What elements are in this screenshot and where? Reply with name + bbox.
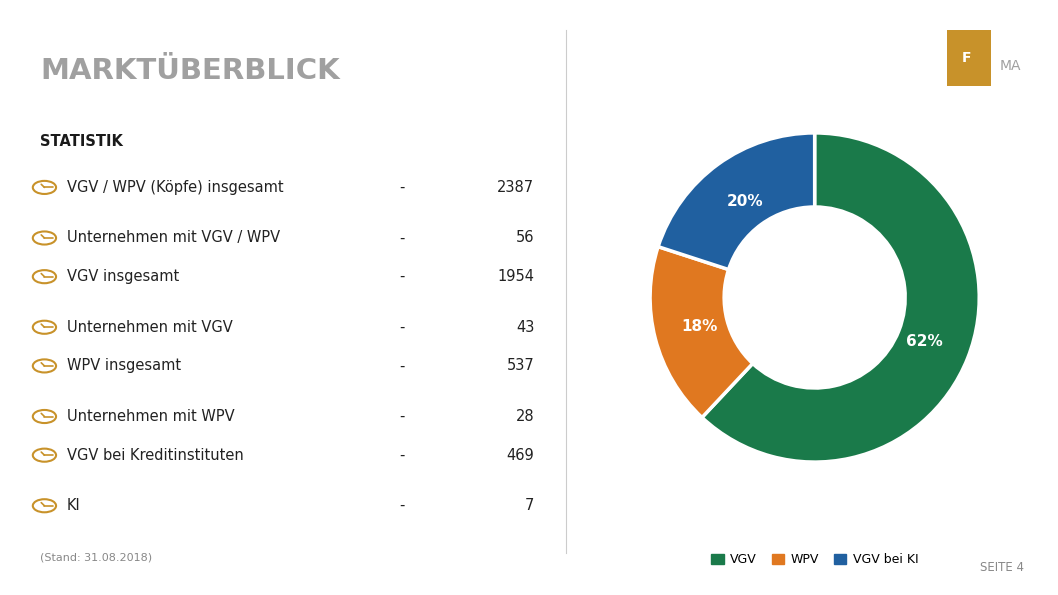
Text: -: - — [399, 358, 405, 374]
Text: 20%: 20% — [727, 194, 763, 209]
Wedge shape — [703, 133, 980, 462]
Text: 1954: 1954 — [497, 269, 534, 284]
Wedge shape — [650, 247, 752, 418]
Text: -: - — [399, 498, 405, 513]
Text: F: F — [962, 51, 971, 65]
Text: 469: 469 — [507, 447, 534, 463]
Text: 2387: 2387 — [497, 180, 534, 195]
Text: Unternehmen mit WPV: Unternehmen mit WPV — [67, 409, 234, 424]
Text: MA: MA — [1000, 60, 1021, 74]
Text: WPV insgesamt: WPV insgesamt — [67, 358, 181, 374]
Text: -: - — [399, 180, 405, 195]
Text: 43: 43 — [516, 320, 534, 335]
Text: MARKTÜBERBLICK: MARKTÜBERBLICK — [40, 57, 340, 84]
Text: Unternehmen mit VGV: Unternehmen mit VGV — [67, 320, 233, 335]
Text: KI: KI — [67, 498, 80, 513]
Text: -: - — [399, 269, 405, 284]
Text: Unternehmen mit VGV / WPV: Unternehmen mit VGV / WPV — [67, 230, 279, 246]
Bar — [947, 30, 991, 86]
Wedge shape — [658, 133, 815, 270]
Text: VGV insgesamt: VGV insgesamt — [67, 269, 179, 284]
Text: STATISTIK: STATISTIK — [40, 134, 123, 149]
Text: 7: 7 — [525, 498, 534, 513]
Text: VGV / WPV (Köpfe) insgesamt: VGV / WPV (Köpfe) insgesamt — [67, 180, 284, 195]
Text: (Stand: 31.08.2018): (Stand: 31.08.2018) — [40, 552, 152, 562]
Text: -: - — [399, 409, 405, 424]
Text: 18%: 18% — [681, 320, 718, 334]
Text: 62%: 62% — [907, 334, 944, 349]
Legend: VGV, WPV, VGV bei KI: VGV, WPV, VGV bei KI — [706, 548, 924, 571]
Text: 537: 537 — [507, 358, 534, 374]
Text: -: - — [399, 230, 405, 246]
Text: -: - — [399, 320, 405, 335]
Text: VGV bei Kreditinstituten: VGV bei Kreditinstituten — [67, 447, 243, 463]
Text: -: - — [399, 447, 405, 463]
Text: 28: 28 — [515, 409, 534, 424]
Text: 56: 56 — [516, 230, 534, 246]
Text: SEITE 4: SEITE 4 — [980, 561, 1024, 574]
